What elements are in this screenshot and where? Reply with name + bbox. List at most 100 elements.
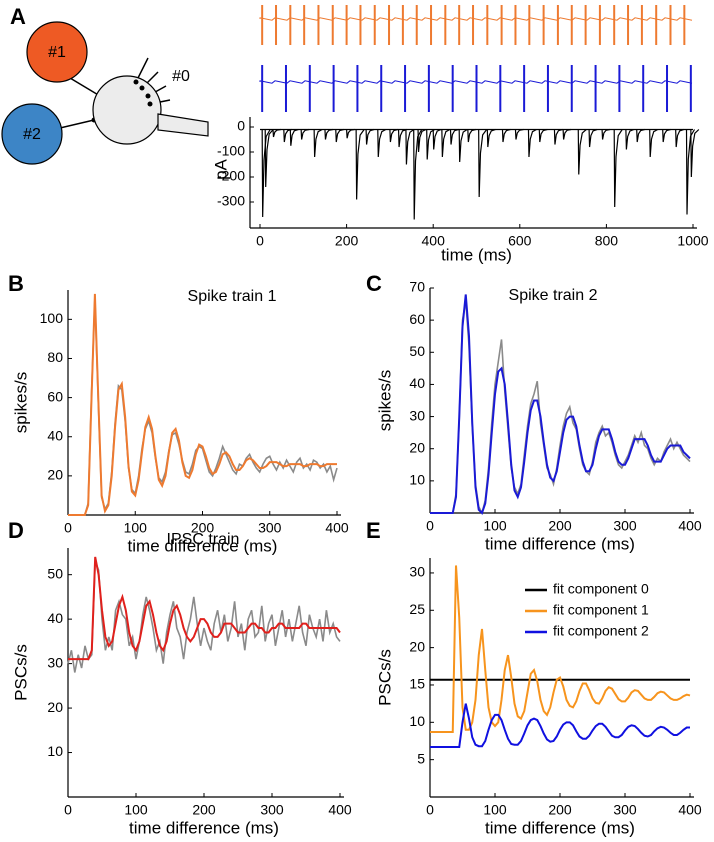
ipsc [261, 129, 271, 218]
chart-title: Spike train 2 [509, 287, 598, 304]
x-tick-label: 200 [191, 520, 215, 536]
y-tick-label: 10 [409, 472, 425, 488]
y-tick-label: 10 [409, 713, 425, 729]
ipsc [289, 128, 299, 146]
ipsc [377, 128, 387, 158]
ipsc [397, 128, 407, 148]
ipsc [313, 128, 323, 158]
x-tick-label: 0 [64, 802, 72, 818]
ipsc [478, 129, 488, 198]
ipsc [690, 129, 700, 178]
ipsc [432, 128, 442, 150]
panel-letter: A [10, 4, 26, 29]
y-tick-label: 20 [47, 699, 63, 715]
y-tick-label: 30 [47, 654, 63, 670]
y-axis-label: spikes/s [375, 370, 394, 431]
y-axis-label: PSCs/s [11, 644, 30, 701]
connection [59, 119, 95, 129]
connection [69, 77, 101, 97]
node-label: #2 [23, 126, 41, 143]
x-tick-label: 300 [613, 802, 637, 818]
series-line [430, 294, 691, 515]
y-tick-label: 50 [409, 343, 425, 359]
x-tick-label: 300 [260, 802, 284, 818]
y-tick-label: 15 [409, 676, 425, 692]
ipsc [514, 128, 524, 140]
ipsc [486, 128, 496, 148]
ipsc [365, 128, 375, 145]
legend-label: fit component 2 [553, 623, 649, 639]
x-tick-label: 100 [483, 802, 507, 818]
ipsc [613, 129, 623, 208]
y-tick-label: -200 [217, 168, 245, 184]
x-tick-label: 400 [678, 518, 702, 534]
synapse [133, 79, 139, 85]
x-tick-label: 400 [328, 802, 352, 818]
y-tick-label: 5 [417, 750, 425, 766]
neuron-diagram: #1 #2 #0 [1, 21, 209, 165]
ipsc [675, 128, 684, 148]
ipsc [467, 128, 476, 143]
y-tick-label: 40 [409, 375, 425, 391]
y-tick-label: 100 [40, 310, 64, 326]
ipsc [272, 128, 282, 138]
legend-label: fit component 1 [553, 602, 649, 618]
x-tick-label: 400 [422, 233, 446, 249]
panel-letter: C [366, 271, 382, 296]
ipsc [685, 129, 696, 215]
electrode [157, 113, 209, 137]
x-axis-label: time difference (ms) [485, 534, 635, 553]
ipsc [458, 128, 468, 163]
series-line [68, 293, 337, 516]
y-tick-label: 10 [47, 743, 63, 759]
x-axis-label: time difference (ms) [129, 818, 279, 837]
series-line [430, 565, 691, 734]
ipsc [649, 128, 658, 158]
ipsc [625, 128, 635, 150]
ipsc [538, 128, 548, 143]
legend-label: fit component 0 [553, 581, 649, 597]
x-tick-label: 400 [678, 802, 702, 818]
panel-letter: E [366, 518, 381, 543]
x-tick-label: 200 [192, 802, 216, 818]
soma-0 [92, 75, 162, 145]
x-tick-label: 0 [64, 520, 72, 536]
synapse [145, 93, 151, 99]
ipsc [346, 128, 355, 139]
x-tick-label: 600 [508, 233, 532, 249]
y-axis-label: PSCs/s [375, 649, 394, 706]
ipsc [283, 128, 292, 143]
x-tick-label: 200 [548, 518, 572, 534]
x-axis-label: time difference (ms) [128, 536, 278, 555]
node-label: #0 [172, 68, 190, 85]
neuron-2 [1, 103, 63, 165]
neuron-1 [26, 21, 88, 83]
x-tick-label: 0 [256, 233, 264, 249]
series-line [68, 297, 338, 516]
x-tick-label: 100 [483, 518, 507, 534]
series-line [67, 561, 341, 673]
y-tick-label: 50 [47, 565, 63, 581]
series-line [430, 703, 690, 748]
x-tick-label: 300 [258, 520, 282, 536]
y-tick-label: 60 [409, 311, 425, 327]
y-tick-label: 80 [47, 349, 63, 365]
x-tick-label: 200 [548, 802, 572, 818]
synapse [147, 101, 153, 107]
ipsc [577, 129, 587, 175]
ipsc [264, 129, 274, 188]
ipsc [324, 128, 334, 140]
y-tick-label: 20 [409, 439, 425, 455]
y-tick-label: 0 [237, 118, 245, 134]
panel-letter: B [8, 271, 24, 296]
ipsc [501, 128, 511, 143]
chart-title: IPSC train [167, 531, 240, 548]
y-tick-label: -100 [217, 143, 245, 159]
synapse [139, 85, 145, 91]
ipsc [405, 129, 415, 165]
ipsc [355, 129, 365, 200]
voltage-noise [259, 17, 693, 21]
x-tick-label: 0 [426, 518, 434, 534]
chart-title: Spike train 1 [188, 288, 277, 305]
